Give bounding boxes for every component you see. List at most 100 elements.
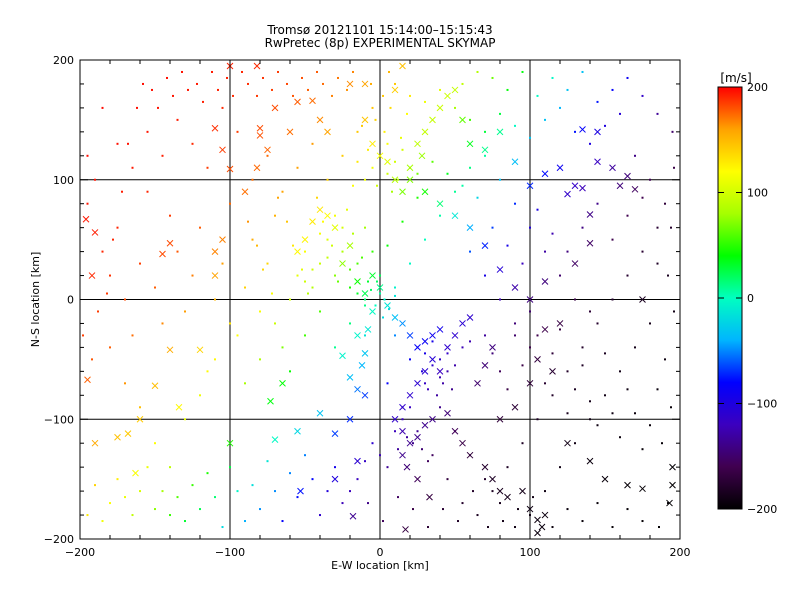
dot-marker-280	[106, 292, 108, 295]
dot-marker-4	[116, 226, 119, 229]
dot-marker-281	[112, 238, 114, 241]
x-marker-164	[436, 200, 444, 208]
dot-marker-174	[469, 250, 471, 253]
x-marker-135	[571, 182, 579, 190]
dot-marker-77	[86, 154, 89, 157]
x-marker-138	[624, 172, 631, 180]
dot-marker-58	[251, 178, 254, 181]
dot-marker-144	[619, 370, 621, 373]
dot-marker-259	[214, 496, 216, 499]
x-marker-174	[538, 523, 546, 531]
dot-marker-47	[214, 358, 216, 361]
dot-marker-337	[658, 526, 660, 529]
x-marker-1	[91, 229, 99, 236]
dot-marker-56	[349, 322, 351, 325]
dot-marker-84	[349, 268, 351, 271]
dot-marker-134	[491, 490, 494, 493]
x-marker-56	[391, 314, 399, 321]
dot-marker-151	[514, 526, 516, 529]
dot-marker-11	[169, 214, 171, 217]
dot-marker-99	[277, 196, 279, 199]
dot-marker-304	[286, 82, 288, 85]
dot-marker-272	[116, 478, 119, 481]
dot-marker-305	[292, 94, 294, 97]
dot-marker-125	[626, 274, 629, 277]
x-marker-159	[511, 284, 519, 291]
dot-marker-235	[397, 448, 399, 451]
x-marker-60	[421, 338, 429, 345]
x-marker-150	[399, 62, 406, 70]
dot-marker-39	[379, 274, 381, 277]
dot-marker-217	[454, 364, 456, 367]
x-marker-54	[376, 284, 384, 291]
dot-marker-104	[394, 82, 396, 85]
dot-marker-312	[346, 88, 348, 91]
colorbar-label: [m/s]	[720, 71, 751, 85]
dot-marker-44	[169, 466, 171, 469]
dot-marker-192	[389, 106, 392, 109]
dot-marker-49	[244, 382, 246, 385]
x-marker-73	[391, 415, 399, 423]
x-marker-85	[496, 487, 504, 495]
dot-marker-302	[271, 88, 273, 91]
x-marker-163	[451, 212, 459, 220]
x-marker-169	[414, 475, 421, 483]
dot-marker-323	[596, 100, 599, 103]
dot-marker-253	[259, 508, 261, 511]
dot-marker-345	[532, 496, 534, 499]
x-marker-110	[489, 344, 496, 351]
x-marker-152	[579, 126, 586, 133]
dot-marker-221	[439, 376, 441, 379]
x-marker-78	[429, 415, 436, 423]
dot-marker-308	[316, 70, 318, 73]
dot-marker-16	[206, 370, 209, 373]
x-tick-label: −200	[65, 546, 95, 559]
dot-marker-314	[461, 82, 464, 85]
dot-marker-51	[274, 322, 276, 325]
x-marker-88	[526, 505, 534, 513]
dot-marker-1	[94, 178, 96, 181]
x-marker-162	[466, 224, 474, 232]
dot-marker-162	[559, 274, 561, 277]
x-marker-30	[316, 116, 324, 124]
x-marker-122	[429, 116, 436, 124]
dot-marker-24	[266, 262, 269, 265]
dot-marker-60	[281, 190, 284, 193]
dot-marker-379	[649, 424, 651, 427]
dot-marker-112	[514, 124, 516, 127]
dot-marker-178	[529, 346, 531, 349]
dot-marker-139	[416, 430, 419, 433]
dot-marker-237	[379, 454, 381, 457]
dot-marker-88	[331, 244, 333, 247]
x-marker-147	[346, 80, 354, 88]
dot-marker-338	[641, 520, 644, 523]
dot-marker-89	[322, 220, 324, 223]
dot-marker-261	[199, 508, 201, 511]
dot-marker-392	[656, 262, 659, 265]
dot-marker-154	[469, 454, 471, 457]
dot-marker-54	[319, 310, 321, 313]
dot-marker-17	[214, 298, 216, 301]
dot-marker-0	[86, 202, 89, 205]
dot-marker-333	[664, 358, 666, 361]
dot-marker-332	[673, 310, 675, 313]
dot-marker-150	[529, 514, 531, 517]
x-marker-83	[481, 463, 489, 471]
dot-marker-147	[574, 442, 576, 445]
dot-marker-25	[274, 214, 276, 217]
colorbar: −200 −100 0 100 200[m/s]	[717, 71, 777, 516]
x-marker-75	[406, 439, 414, 447]
x-marker-99	[579, 184, 586, 192]
dot-marker-372	[596, 424, 599, 427]
dot-marker-241	[349, 490, 351, 493]
dot-marker-131	[536, 418, 539, 421]
dot-marker-288	[166, 76, 168, 79]
dot-marker-336	[667, 502, 669, 505]
dot-marker-390	[626, 214, 629, 217]
x-marker-49	[364, 326, 372, 333]
dot-marker-349	[472, 490, 474, 493]
dot-marker-370	[581, 364, 584, 367]
dot-marker-325	[626, 76, 629, 79]
dot-marker-279	[97, 310, 99, 313]
dot-marker-321	[566, 88, 569, 91]
